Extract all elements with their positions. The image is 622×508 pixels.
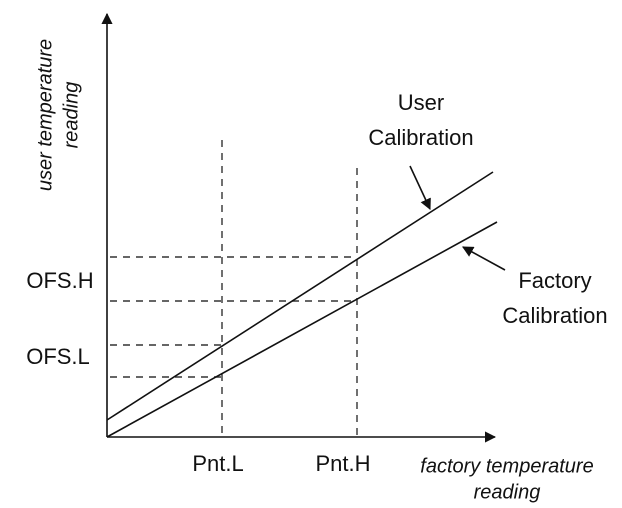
x-axis-label: factory temperature: [420, 455, 593, 477]
pointer-arrow: [409, 165, 431, 211]
pointer-arrow: [462, 246, 506, 271]
y-axis-label: reading: [60, 82, 82, 149]
y-axis-label: user temperature: [34, 39, 56, 191]
line-label: Factory: [518, 268, 591, 293]
user-calibration-line: [106, 171, 494, 421]
line-label: Calibration: [368, 125, 473, 150]
factory-calibration-line: [106, 221, 498, 438]
x-marker-label: Pnt.H: [315, 451, 370, 476]
x-marker-label: Pnt.L: [192, 451, 243, 476]
y-marker-label: OFS.L: [26, 344, 90, 369]
line-label: User: [398, 90, 444, 115]
x-axis-label: reading: [474, 481, 541, 503]
y-marker-label: OFS.H: [26, 268, 93, 293]
line-label: Calibration: [502, 303, 607, 328]
